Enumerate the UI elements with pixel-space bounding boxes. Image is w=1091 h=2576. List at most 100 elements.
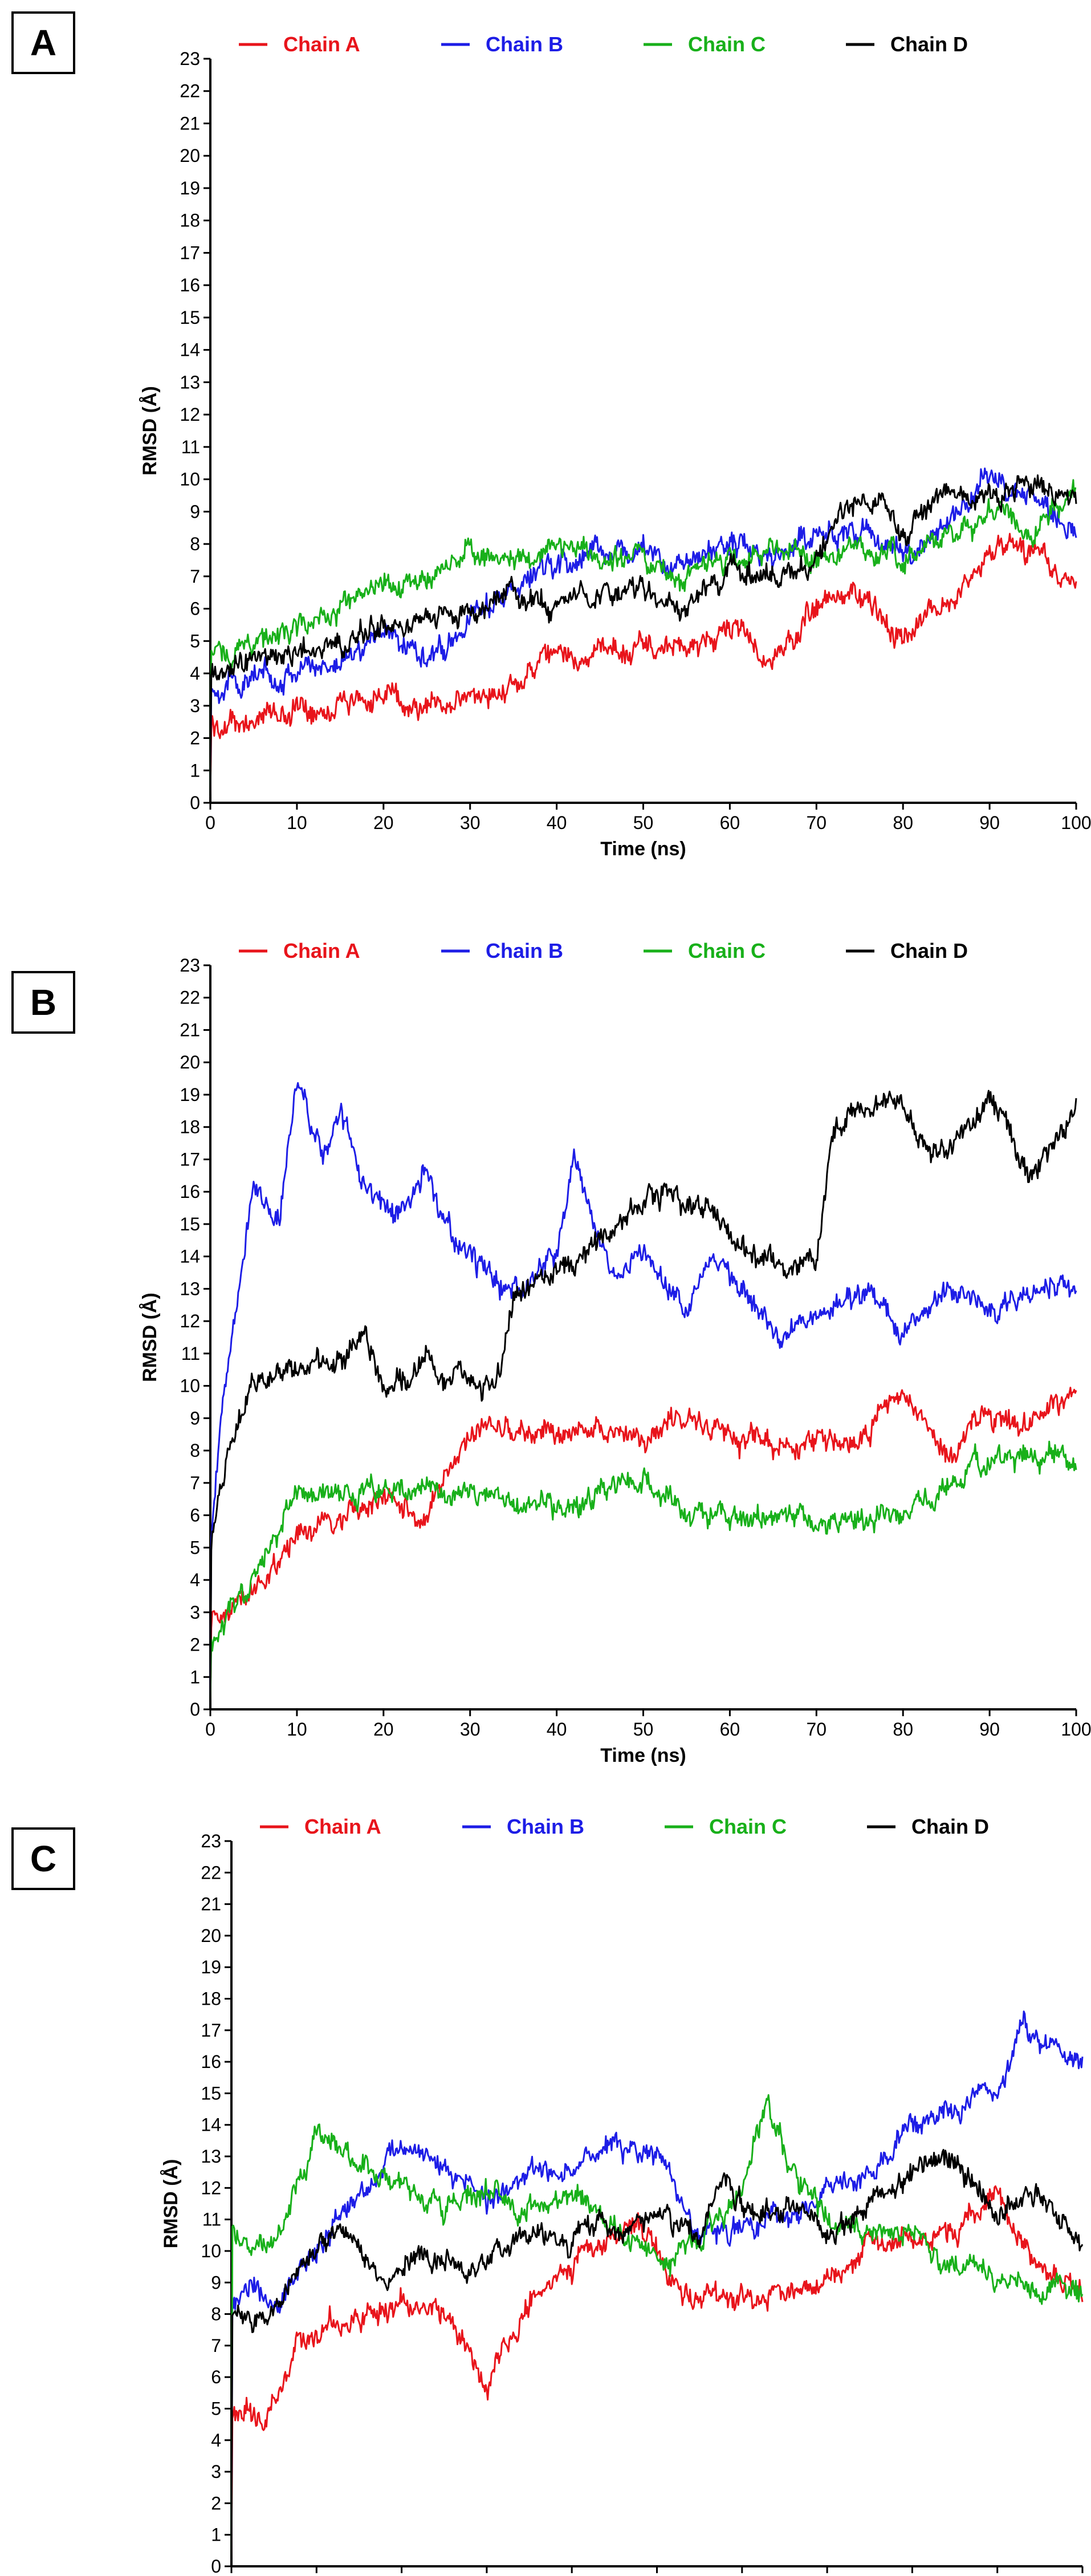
panel-c-letter: C [30, 1838, 57, 1879]
chart-panel-a: 0 1 2 3 4 5 6 7 8 9 10 11 12 13 14 15 16 17 18 19 20 21 22 23 0 1… [0, 0, 1091, 889]
series-line-chain-a [209, 533, 1077, 797]
x-tick-label: 60 [720, 1719, 740, 1740]
y-tick-label: 21 [180, 1019, 200, 1040]
x-tick-label: 0 [205, 812, 215, 833]
y-tick-label: 8 [190, 1440, 200, 1461]
y-tick-label: 15 [201, 2083, 221, 2103]
legend-label: Chain C [688, 32, 766, 56]
series-line-chain-c [230, 2094, 1084, 2560]
y-tick-label: 3 [190, 696, 200, 716]
y-tick-label: 1 [211, 2525, 221, 2545]
y-tick-label: 17 [201, 2020, 221, 2041]
y-tick-label: 13 [201, 2146, 221, 2167]
y-tick-label: 15 [180, 1214, 200, 1234]
y-tick-label: 1 [190, 760, 200, 781]
legend-label: Chain C [709, 1815, 787, 1838]
series-line-chain-c [209, 1440, 1077, 1703]
y-tick-label: 2 [211, 2493, 221, 2513]
series-line-chain-d [209, 1090, 1077, 1703]
y-tick-label: 16 [201, 2051, 221, 2072]
y-axis-title: RMSD (Å) [139, 386, 161, 476]
y-tick-label: 3 [211, 2461, 221, 2482]
y-tick-label: 2 [190, 728, 200, 749]
x-tick-label: 40 [547, 812, 567, 833]
x-tick-label: 20 [373, 1719, 394, 1740]
y-tick-label: 10 [201, 2241, 221, 2261]
x-tick-label: 30 [460, 1719, 481, 1740]
x-tick-label: 100 [1061, 812, 1091, 833]
y-tick-label: 23 [201, 1831, 221, 1851]
legend-label: Chain D [890, 939, 968, 962]
y-tick-label: 2 [190, 1635, 200, 1655]
y-tick-label: 17 [180, 242, 200, 263]
y-tick-label: 5 [190, 631, 200, 651]
x-tick-label: 0 [205, 1719, 215, 1740]
legend-label: Chain B [486, 32, 563, 56]
x-tick-label: 80 [893, 812, 913, 833]
y-tick-label: 0 [190, 1699, 200, 1720]
y-tick-label: 13 [180, 1278, 200, 1299]
y-tick-label: 7 [190, 566, 200, 587]
x-tick-label: 70 [807, 1719, 827, 1740]
x-tick-label: 20 [373, 812, 394, 833]
y-tick-label: 20 [180, 145, 200, 166]
y-tick-label: 12 [180, 1311, 200, 1331]
panel-label-b: B [11, 971, 75, 1034]
y-tick-label: 9 [190, 1408, 200, 1428]
x-axis-title: Time (ns) [600, 838, 686, 860]
y-tick-label: 23 [180, 955, 200, 976]
series-line-chain-b [230, 2010, 1084, 2560]
y-tick-label: 9 [190, 501, 200, 522]
y-tick-label: 5 [211, 2398, 221, 2419]
y-tick-label: 19 [201, 1957, 221, 1977]
x-tick-label: 60 [720, 812, 740, 833]
panel-label-a: A [11, 11, 75, 74]
x-tick-label: 100 [1061, 1719, 1091, 1740]
y-axis-title: RMSD (Å) [139, 1293, 161, 1382]
y-tick-label: 22 [180, 81, 200, 101]
y-tick-label: 8 [190, 534, 200, 554]
y-tick-label: 17 [180, 1149, 200, 1169]
x-tick-label: 90 [979, 812, 1000, 833]
y-tick-label: 15 [180, 307, 200, 328]
y-tick-label: 14 [180, 340, 200, 360]
y-tick-label: 14 [180, 1246, 200, 1267]
legend-label: Chain B [486, 939, 563, 962]
y-tick-label: 9 [211, 2272, 221, 2293]
y-tick-label: 0 [211, 2556, 221, 2576]
series-line-chain-b [209, 1082, 1077, 1703]
y-tick-label: 11 [181, 1343, 200, 1364]
y-tick-label: 22 [180, 988, 200, 1008]
y-tick-label: 6 [190, 599, 200, 619]
x-tick-label: 80 [893, 1719, 913, 1740]
y-tick-label: 4 [211, 2430, 221, 2451]
y-tick-label: 7 [211, 2335, 221, 2356]
y-tick-label: 6 [211, 2367, 221, 2387]
y-tick-label: 5 [190, 1537, 200, 1558]
series-line-chain-d [209, 474, 1077, 797]
y-tick-label: 4 [190, 1570, 200, 1590]
y-tick-label: 23 [180, 48, 200, 69]
x-tick-label: 40 [547, 1719, 567, 1740]
y-tick-label: 12 [180, 404, 200, 425]
x-tick-label: 90 [979, 1719, 1000, 1740]
y-tick-label: 1 [190, 1667, 200, 1687]
legend-label: Chain A [283, 939, 360, 962]
y-tick-label: 16 [180, 1181, 200, 1202]
y-tick-label: 19 [180, 178, 200, 198]
x-axis-title: Time (ns) [600, 1745, 686, 1766]
y-tick-label: 22 [201, 1862, 221, 1883]
legend-label: Chain D [911, 1815, 989, 1838]
legend-label: Chain C [688, 939, 766, 962]
y-tick-label: 4 [190, 663, 200, 684]
y-tick-label: 7 [190, 1473, 200, 1493]
x-tick-label: 30 [460, 812, 481, 833]
legend-label: Chain A [283, 32, 360, 56]
y-tick-label: 11 [181, 437, 200, 457]
y-tick-label: 11 [202, 2209, 221, 2230]
series-line-chain-c [209, 479, 1077, 797]
chart-panel-b: 0 1 2 3 4 5 6 7 8 9 10 11 12 13 14 15 16 17 18 19 20 21 22 23 0 1… [0, 907, 1091, 1796]
y-tick-label: 6 [190, 1505, 200, 1526]
